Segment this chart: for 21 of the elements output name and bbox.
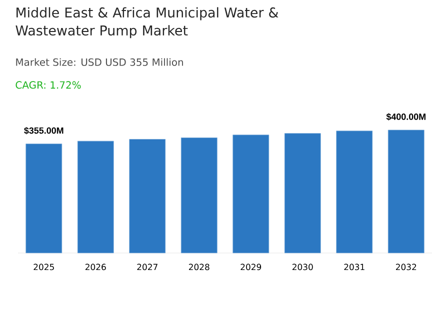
- chart-subtitle: Market Size: USD USD 355 Million: [16, 58, 183, 66]
- bar: [388, 130, 424, 254]
- data-label: $400.00M: [386, 113, 426, 120]
- bar: [180, 137, 218, 254]
- x-tick-label: 2026: [85, 264, 106, 270]
- x-tick-label: 2025: [34, 264, 54, 270]
- x-tick-label: 2031: [344, 264, 364, 270]
- x-tick-label: 2028: [188, 264, 210, 270]
- x-tick-label: 2032: [396, 264, 416, 270]
- x-tick-label: 2030: [292, 264, 313, 270]
- text: CAGR: 1.72%: [16, 81, 81, 89]
- bar: [129, 139, 166, 254]
- bar: [77, 140, 114, 254]
- bar: [232, 134, 270, 254]
- bar: [284, 133, 321, 254]
- chart-title: Middle East & Africa Municipal Water & Wastewater Pump Market: [16, 7, 278, 38]
- bar: [26, 144, 62, 254]
- bar: [336, 130, 373, 254]
- data-label: $355.00M: [24, 127, 64, 134]
- x-tick-label: 2029: [240, 264, 262, 270]
- x-tick-label: 2027: [137, 264, 158, 270]
